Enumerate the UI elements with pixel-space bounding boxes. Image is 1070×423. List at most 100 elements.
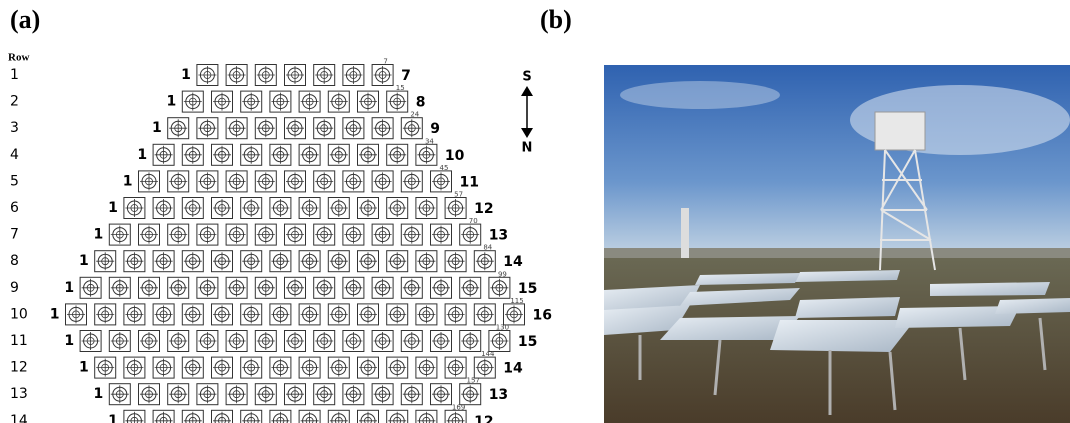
heliostat <box>416 251 437 272</box>
first-id: 1 <box>64 280 74 296</box>
heliostat <box>255 384 276 405</box>
heliostat <box>489 331 510 352</box>
heliostat <box>299 410 320 423</box>
first-id: 1 <box>94 227 104 243</box>
first-id: 1 <box>181 67 191 83</box>
heliostat <box>387 144 408 165</box>
row-count: 10 <box>445 148 465 164</box>
heliostat <box>197 277 218 298</box>
heliostat <box>416 357 437 378</box>
heliostat <box>401 118 422 139</box>
heliostat <box>182 91 203 112</box>
heliostat <box>241 304 262 325</box>
heliostat <box>401 277 422 298</box>
heliostat <box>314 277 335 298</box>
heliostat <box>182 144 203 165</box>
heliostat <box>241 91 262 112</box>
heliostat <box>401 224 422 245</box>
heliostat <box>197 384 218 405</box>
row-count: 15 <box>518 334 537 350</box>
heliostat <box>168 331 189 352</box>
heliostat <box>372 277 393 298</box>
heliostat <box>168 277 189 298</box>
row-number: 9 <box>10 280 19 296</box>
heliostat <box>285 171 306 192</box>
heliostat <box>255 224 276 245</box>
row-count: 14 <box>503 254 523 270</box>
heliostat <box>285 65 306 86</box>
heliostat <box>212 410 233 423</box>
heliostat <box>241 144 262 165</box>
heliostat <box>197 224 218 245</box>
heliostat <box>445 410 466 423</box>
heliostat <box>328 357 349 378</box>
row-count: 13 <box>489 387 508 403</box>
panel-label: (a) <box>10 5 40 34</box>
heliostat <box>372 331 393 352</box>
row-count: 11 <box>460 174 479 190</box>
row-number: 8 <box>10 253 19 269</box>
heliostat <box>328 144 349 165</box>
last-id: 84 <box>483 244 492 252</box>
heliostat <box>226 384 247 405</box>
heliostat <box>226 171 247 192</box>
last-id: 70 <box>469 217 478 225</box>
first-id: 1 <box>137 147 147 163</box>
heliostat <box>445 198 466 219</box>
heliostat <box>182 410 203 423</box>
row-number: 2 <box>10 94 19 110</box>
heliostat <box>212 144 233 165</box>
heliostat <box>139 384 160 405</box>
last-id: 115 <box>510 297 523 305</box>
heliostat <box>445 357 466 378</box>
row-header: Row <box>8 52 29 64</box>
heliostat <box>328 304 349 325</box>
heliostat <box>197 118 218 139</box>
heliostat <box>153 410 174 423</box>
first-id: 1 <box>50 306 60 322</box>
heliostat <box>182 198 203 219</box>
heliostat <box>139 171 160 192</box>
heliostat <box>401 384 422 405</box>
heliostat <box>401 171 422 192</box>
heliostat <box>431 384 452 405</box>
heliostat <box>314 384 335 405</box>
heliostat <box>139 224 160 245</box>
heliostat <box>168 384 189 405</box>
heliostat <box>124 410 145 423</box>
heliostat <box>80 277 101 298</box>
heliostat <box>124 198 145 219</box>
heliostat <box>270 91 291 112</box>
heliostat <box>285 277 306 298</box>
compass-north: N <box>522 141 533 156</box>
heliostat <box>431 277 452 298</box>
first-id: 1 <box>123 173 133 189</box>
heliostat <box>343 331 364 352</box>
last-id: 130 <box>496 324 509 332</box>
heliostat <box>66 304 87 325</box>
heliostat <box>109 277 130 298</box>
heliostat <box>270 304 291 325</box>
heliostat <box>343 224 364 245</box>
heliostat <box>241 198 262 219</box>
heliostat <box>241 251 262 272</box>
heliostat <box>328 410 349 423</box>
pole <box>681 208 689 258</box>
heliostat <box>387 198 408 219</box>
heliostat <box>372 171 393 192</box>
first-id: 1 <box>79 360 89 376</box>
heliostat <box>95 304 116 325</box>
heliostat <box>139 331 160 352</box>
row-count: 12 <box>474 414 493 423</box>
heliostat <box>182 357 203 378</box>
heliostat <box>387 304 408 325</box>
heliostat <box>358 144 379 165</box>
row-count: 13 <box>489 228 508 244</box>
heliostat <box>431 171 452 192</box>
heliostat <box>416 304 437 325</box>
first-id: 1 <box>108 413 118 423</box>
heliostat <box>182 251 203 272</box>
row-count: 14 <box>503 361 523 377</box>
heliostat <box>285 118 306 139</box>
first-id: 1 <box>79 253 89 269</box>
